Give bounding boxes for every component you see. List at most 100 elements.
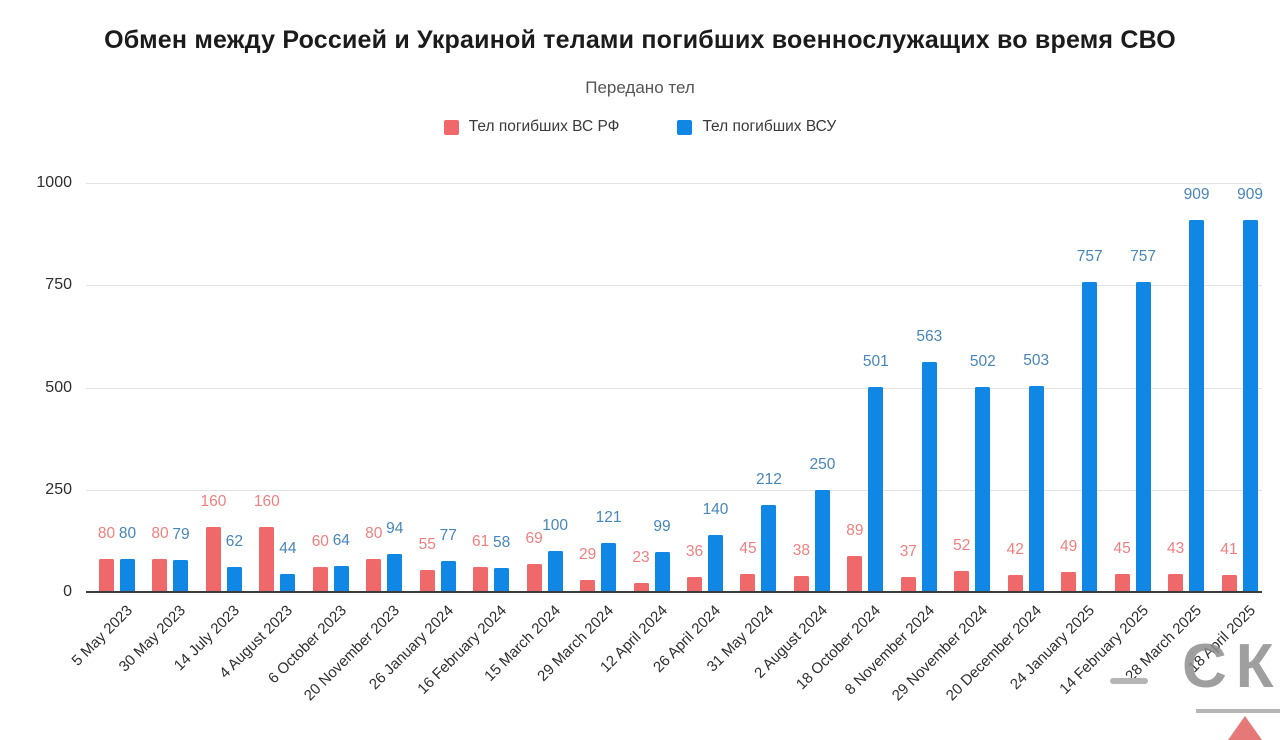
bar-value-label: 89 (846, 522, 864, 539)
bar-value-label: 69 (525, 530, 543, 547)
bar-ua (708, 535, 723, 592)
legend-swatch-blue (677, 119, 693, 135)
bar-ua (975, 387, 991, 592)
bar-value-label: 49 (1060, 538, 1078, 555)
watermark-triangle-icon (1228, 716, 1262, 740)
bar-value-label: 80 (365, 525, 383, 542)
bar-ru (847, 556, 863, 592)
bar-value-label: 61 (472, 533, 490, 550)
bar-ru (633, 583, 649, 592)
gridline (86, 285, 1262, 287)
bar-ru (1168, 574, 1184, 592)
bar-ua (280, 574, 296, 592)
bar-ua (333, 566, 349, 592)
bar-ru (1007, 575, 1023, 592)
chart-title: Обмен между Россией и Украиной телами по… (104, 26, 1176, 54)
legend-item-ua: Тел погибших ВСУ (677, 118, 836, 136)
bar-ru (99, 559, 114, 592)
bar-ua (1082, 282, 1098, 592)
bar-value-label: 43 (1166, 540, 1185, 557)
bar-ru (473, 567, 489, 592)
bar-value-label: 250 (809, 456, 836, 473)
bar-value-label: 909 (1183, 186, 1210, 203)
bar-ua (547, 551, 563, 592)
legend-swatch-red (443, 119, 459, 135)
legend-label-ru: Тел погибших ВС РФ (468, 118, 620, 135)
bar-ru (900, 577, 916, 592)
bar-ru (793, 576, 809, 592)
y-axis-tick-label: 1000 (36, 174, 72, 191)
bar-ua (1135, 282, 1151, 592)
bar-ua (601, 543, 617, 592)
bar-ua (173, 560, 189, 592)
y-axis-tick-label: 250 (45, 480, 72, 498)
bar-value-label: 909 (1237, 186, 1263, 203)
bar-value-label: 52 (953, 537, 971, 554)
bar-ru (1221, 575, 1237, 592)
legend: Тел погибших ВС РФ Тел погибших ВСУ (0, 118, 1280, 136)
bar-ua (387, 554, 403, 592)
gridline (86, 183, 1262, 184)
bar-value-label: 503 (1023, 352, 1050, 369)
y-axis-tick-label: 750 (45, 276, 72, 294)
bar-ua (868, 387, 884, 592)
bar-value-label: 79 (172, 526, 190, 543)
y-axis-tick-label: 0 (63, 583, 72, 600)
watermark-dash (1110, 678, 1148, 684)
bar-value-label: 80 (118, 525, 137, 542)
bar-ua (814, 490, 830, 592)
bar-ru (419, 570, 435, 592)
bar-value-label: 55 (418, 536, 436, 553)
bar-ua (1242, 220, 1258, 592)
legend-item-ru: Тел погибших ВС РФ (443, 118, 620, 136)
bar-ru (526, 564, 542, 592)
gridline (86, 387, 1262, 389)
bar-value-label: 64 (332, 532, 350, 549)
bar-value-label: 160 (253, 493, 280, 510)
bar-ru (312, 567, 328, 592)
bar-ru (687, 577, 702, 592)
bar-value-label: 100 (542, 517, 569, 534)
bar-value-label: 99 (653, 518, 671, 535)
bar-value-label: 80 (97, 525, 116, 542)
bar-ua (226, 567, 242, 592)
bar-ua (654, 552, 670, 592)
y-axis-tick-label: 500 (45, 378, 72, 396)
bar-ru (1114, 574, 1130, 592)
bar-value-label: 44 (279, 540, 297, 557)
bar-ru (366, 559, 382, 592)
bar-ua (1028, 386, 1044, 592)
bar-ru (259, 527, 275, 592)
bar-ru (740, 574, 756, 592)
bar-value-label: 77 (439, 527, 457, 544)
bar-ua (494, 568, 510, 592)
bar-value-label: 757 (1130, 248, 1157, 265)
bar-value-label: 502 (969, 353, 996, 370)
bar-value-label: 37 (899, 543, 917, 560)
bar-value-label: 212 (756, 471, 782, 488)
chart-subtitle: Передано тел (585, 78, 695, 97)
bar-value-label: 45 (739, 540, 757, 557)
bar-value-label: 36 (685, 543, 704, 560)
bar-value-label: 42 (1006, 541, 1024, 558)
bar-ua (1189, 220, 1205, 592)
watermark-logo: СК (1182, 632, 1280, 701)
bar-ru (152, 559, 168, 592)
bar-ua (761, 505, 777, 592)
bar-value-label: 757 (1076, 248, 1103, 265)
bar-value-label: 160 (200, 493, 227, 510)
bar-value-label: 94 (386, 520, 404, 537)
bar-ru (580, 580, 596, 592)
bar-ru (1061, 572, 1077, 592)
bar-value-label: 58 (493, 534, 511, 551)
bar-ua (440, 561, 456, 592)
bar-value-label: 38 (792, 542, 811, 559)
bar-value-label: 80 (151, 525, 169, 542)
bar-value-label: 563 (916, 328, 943, 345)
bar-value-label: 140 (702, 501, 729, 518)
bar-ua (120, 559, 135, 592)
legend-label-ua: Тел погибших ВСУ (702, 118, 837, 135)
x-axis-line (86, 591, 1262, 593)
gridline (86, 489, 1262, 491)
